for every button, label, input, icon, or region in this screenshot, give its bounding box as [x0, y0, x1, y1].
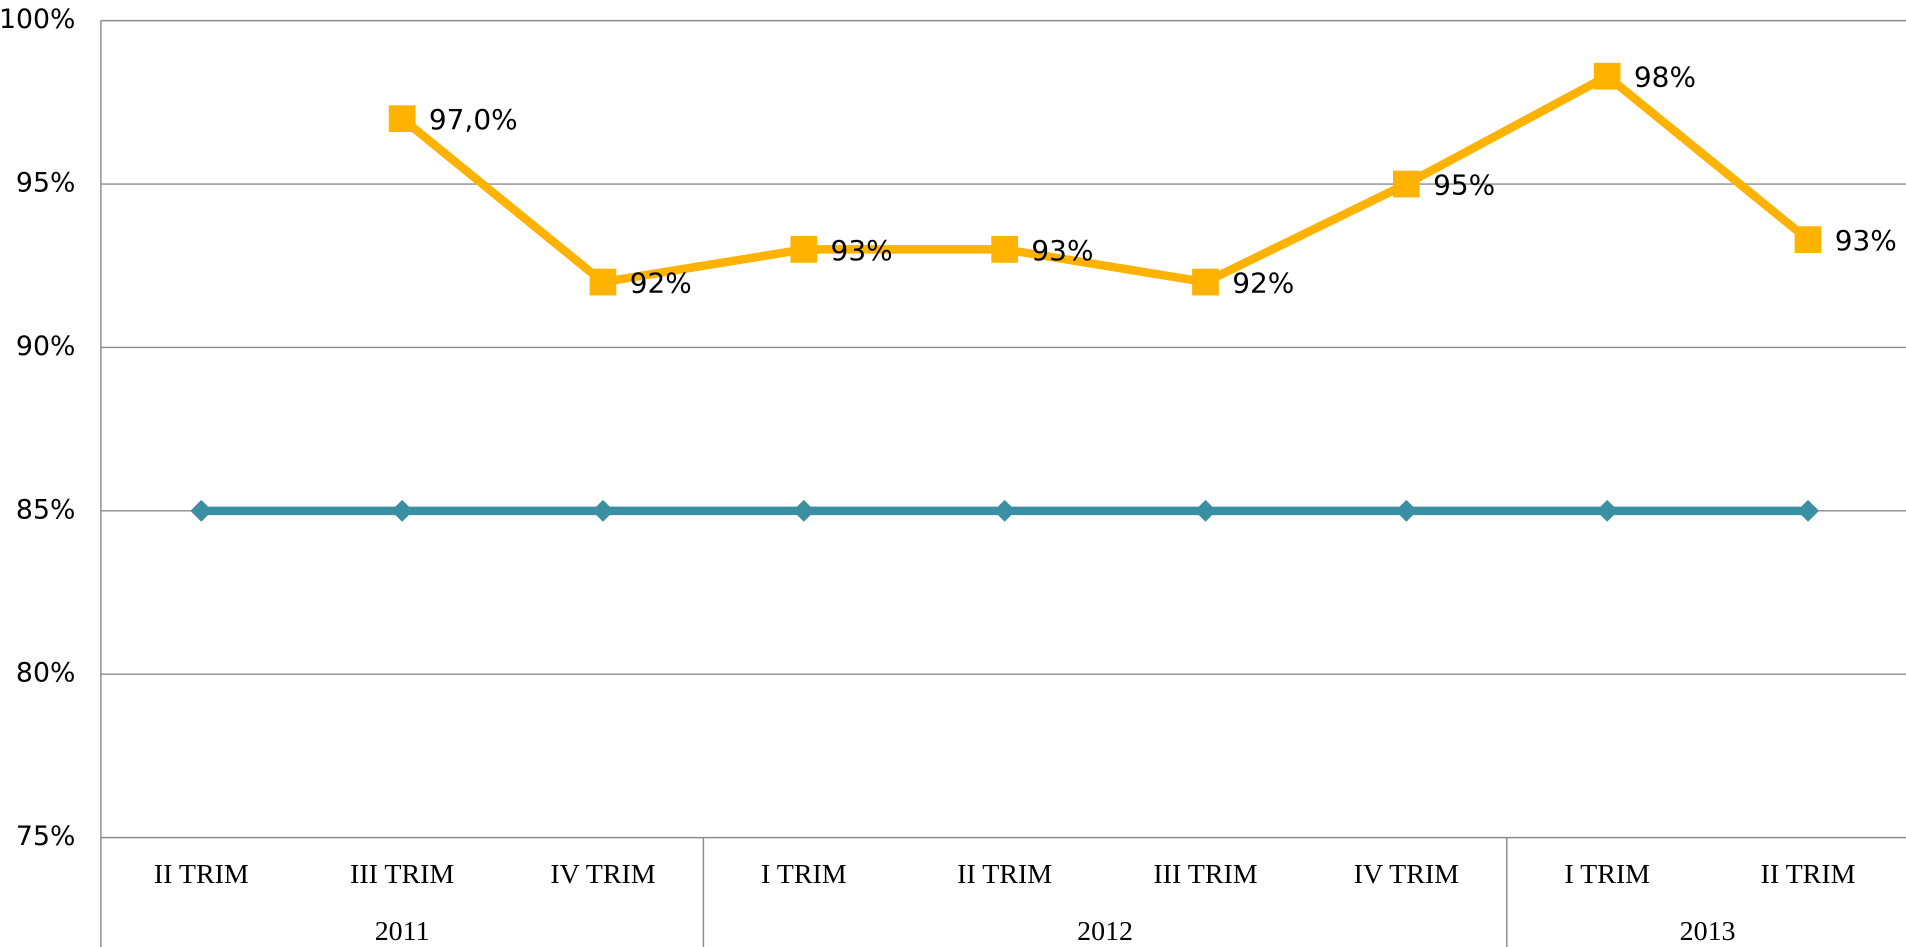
y-tick-label: 85%: [16, 494, 75, 525]
marker: [991, 236, 1018, 263]
marker: [1393, 171, 1420, 198]
marker: [790, 236, 817, 263]
chart: 75% 80% 85% 90% 95% 100% II TRIM III TRIM IV TRI…: [0, 0, 1906, 947]
x-tick-label: IV TRIM: [1354, 859, 1459, 890]
marker: [1395, 500, 1417, 522]
marker: [994, 500, 1016, 522]
data-label: 93%: [1031, 234, 1093, 267]
data-label: 92%: [630, 267, 692, 300]
marker: [391, 500, 413, 522]
y-tick-label: 80%: [16, 658, 75, 689]
marker: [389, 105, 416, 132]
marker: [592, 500, 614, 522]
y-tick-label: 75%: [16, 821, 75, 852]
page: {"chart_data": { "type": "line", "catego…: [0, 0, 1906, 947]
marker: [1195, 500, 1217, 522]
data-label: 97,0%: [429, 103, 518, 136]
y-tick-label: 100%: [0, 4, 75, 35]
group-label: 2012: [1077, 916, 1133, 947]
data-label: 93%: [831, 234, 893, 267]
marker: [1797, 500, 1819, 522]
marker: [793, 500, 815, 522]
x-tick-label: I TRIM: [761, 859, 847, 890]
y-tick-label: 95%: [16, 168, 75, 199]
x-tick-label: II TRIM: [1761, 859, 1856, 890]
x-tick-label: IV TRIM: [550, 859, 655, 890]
data-label: 98%: [1634, 61, 1696, 94]
marker: [190, 500, 212, 522]
marker: [1192, 269, 1219, 296]
marker: [1596, 500, 1618, 522]
marker: [590, 269, 617, 296]
x-tick-label: II TRIM: [154, 859, 249, 890]
data-label: 95%: [1433, 168, 1495, 201]
group-label: 2013: [1680, 916, 1736, 947]
y-tick-label: 90%: [16, 331, 75, 362]
x-tick-label: III TRIM: [350, 859, 454, 890]
series-line: [402, 76, 1808, 282]
marker: [1795, 226, 1822, 253]
group-label: 2011: [375, 916, 430, 947]
x-tick-label: II TRIM: [957, 859, 1052, 890]
marker: [1594, 63, 1621, 90]
x-tick-label: I TRIM: [1564, 859, 1650, 890]
data-label: 92%: [1232, 267, 1294, 300]
x-tick-label: III TRIM: [1153, 859, 1257, 890]
data-label: 93%: [1835, 224, 1897, 257]
